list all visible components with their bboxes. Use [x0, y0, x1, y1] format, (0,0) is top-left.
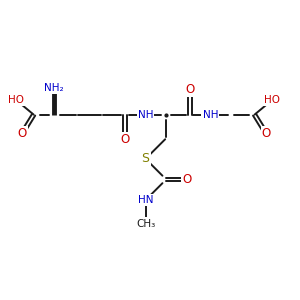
- Text: O: O: [185, 83, 194, 96]
- Text: NH: NH: [138, 110, 153, 120]
- Text: HO: HO: [8, 95, 24, 105]
- Text: CH₃: CH₃: [136, 219, 155, 229]
- Text: NH₂: NH₂: [44, 83, 64, 93]
- Text: O: O: [120, 133, 130, 146]
- Text: HO: HO: [264, 95, 280, 105]
- Text: HN: HN: [138, 195, 153, 205]
- Text: O: O: [17, 127, 26, 140]
- Text: S: S: [142, 152, 150, 165]
- Text: NH: NH: [202, 110, 218, 120]
- Text: O: O: [182, 173, 191, 186]
- Text: O: O: [262, 127, 271, 140]
